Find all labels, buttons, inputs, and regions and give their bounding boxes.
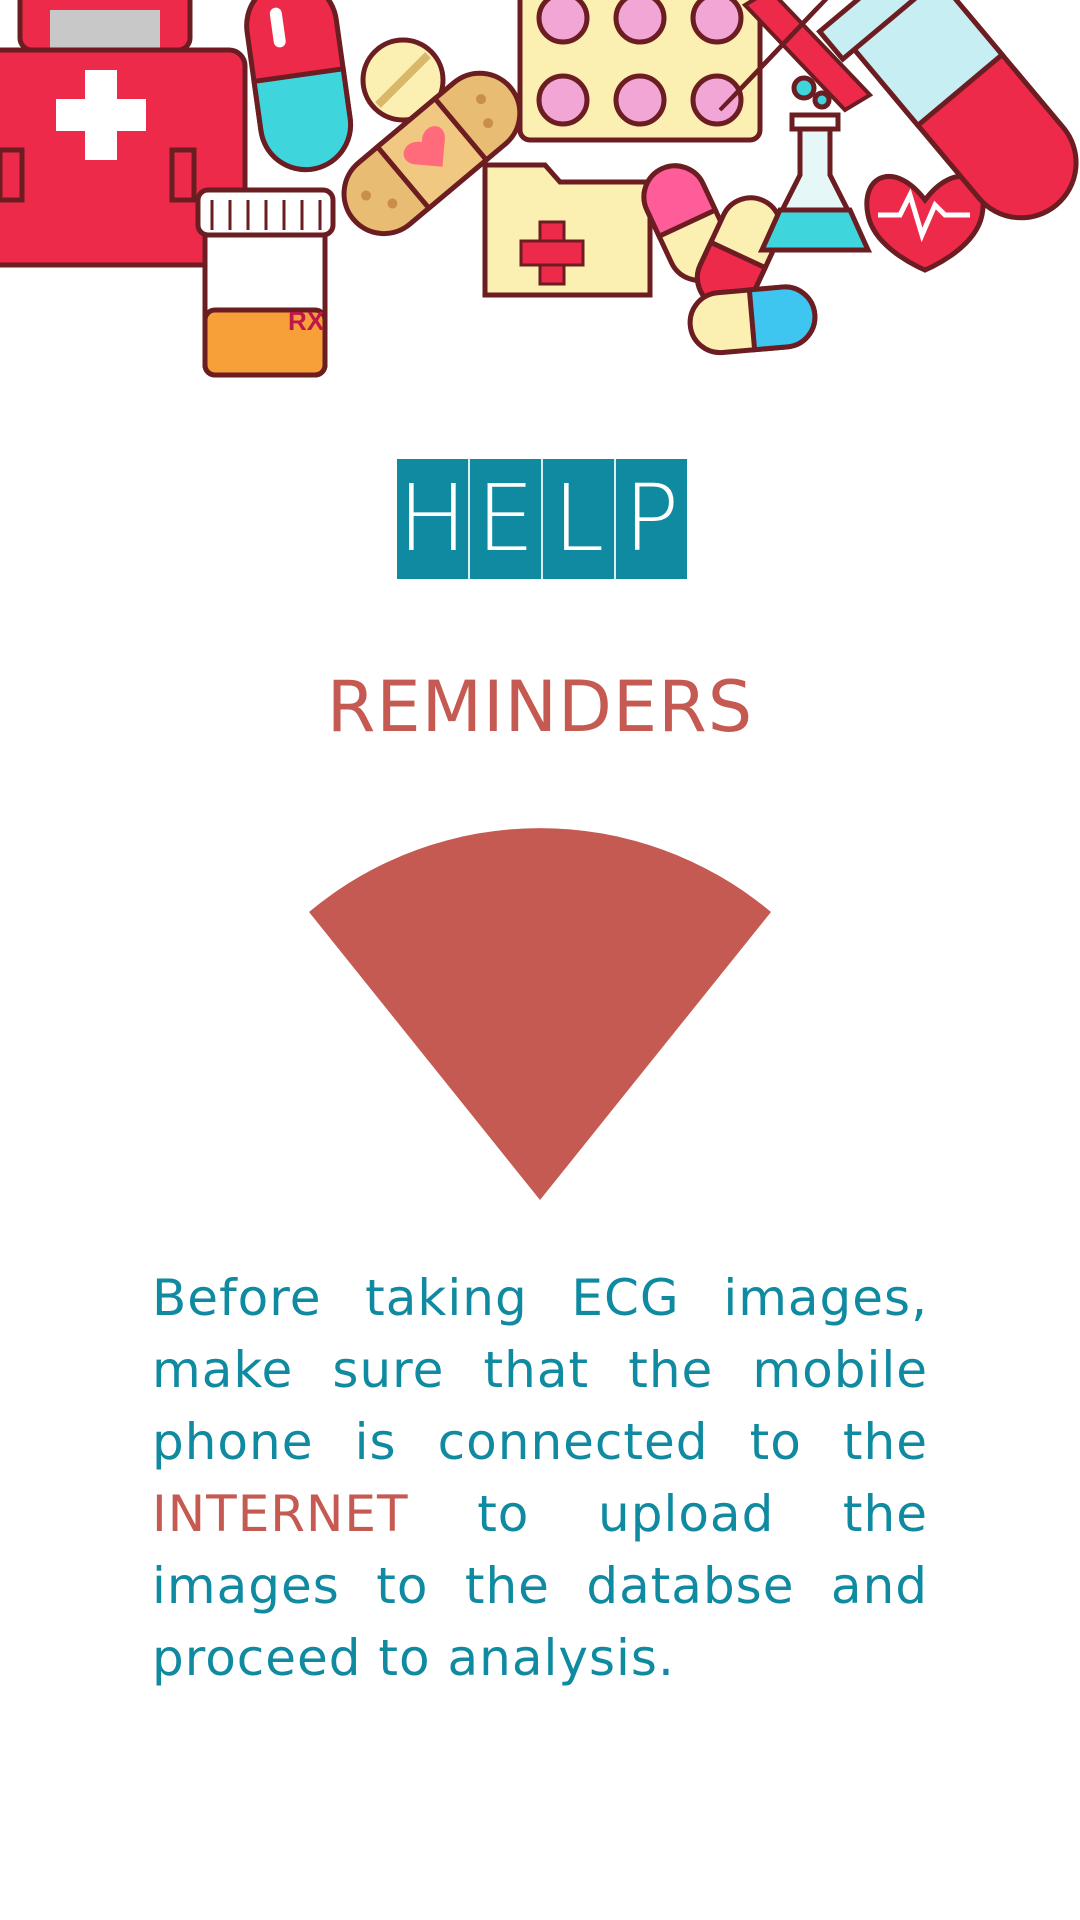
medical-illustration-banner: RX: [0, 0, 1079, 378]
capsule-icon: [641, 163, 818, 356]
reminder-message: Before taking ECG images, make sure that…: [152, 1262, 928, 1694]
flask-icon: [757, 75, 873, 253]
help-logo: H E L P: [397, 459, 687, 579]
help-letter: P: [623, 465, 680, 572]
wifi-signal-icon: [309, 828, 771, 1200]
blister-pack-icon: [517, 0, 763, 143]
rx-label: RX: [288, 306, 325, 336]
test-tube-icon: [816, 0, 1079, 221]
pill-bottle-icon: RX: [195, 187, 336, 378]
help-letter: E: [470, 459, 543, 579]
reminders-heading: REMINDERS: [326, 666, 754, 748]
tablet-icon: [360, 37, 446, 123]
help-letter: L: [543, 459, 616, 579]
message-text: to upload the images to the databse and …: [152, 1485, 928, 1687]
first-aid-kit-icon: [0, 0, 248, 268]
help-letter: H: [397, 459, 470, 579]
ribbon-icon: [718, 0, 874, 113]
folder-icon: [482, 162, 653, 298]
capsule-icon: [244, 0, 354, 173]
bandage-icon: [341, 70, 523, 237]
heartbeat-icon: [864, 173, 986, 273]
internet-highlight: INTERNET: [152, 1485, 409, 1543]
message-text: Before taking ECG images, make sure that…: [152, 1269, 928, 1471]
